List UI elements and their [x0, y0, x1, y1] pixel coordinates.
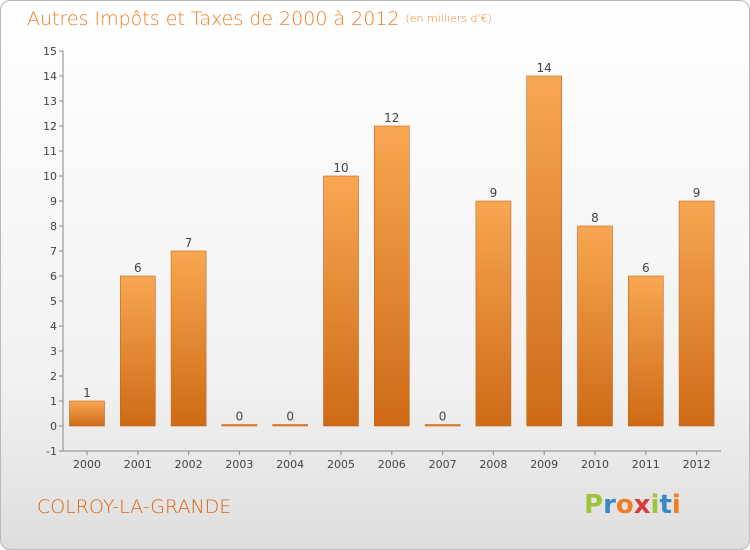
bar — [424, 424, 461, 427]
commune-name: COLROY-LA-GRANDE — [37, 496, 232, 518]
logo-letter: P — [584, 490, 604, 520]
bar — [577, 225, 613, 427]
bar-value-label: 9 — [490, 186, 498, 200]
bar — [323, 175, 359, 427]
logo-letter: o — [615, 490, 634, 520]
bar — [678, 200, 715, 427]
logo-letter: t — [659, 490, 672, 520]
y-tick-label: 12 — [43, 120, 57, 133]
y-tick-label: 10 — [43, 170, 57, 183]
x-tick-label: 2011 — [632, 458, 660, 471]
bar — [526, 75, 563, 427]
bar — [475, 200, 512, 427]
logo-letter: x — [633, 490, 651, 520]
x-tick-label: 2003 — [225, 458, 253, 471]
y-tick-label: 14 — [43, 70, 57, 83]
bar — [272, 424, 309, 427]
bar — [170, 250, 207, 427]
bar-value-label: 14 — [537, 61, 552, 75]
x-tick-label: 2010 — [581, 458, 609, 471]
y-tick-label: 4 — [50, 320, 57, 333]
y-tick-label: 1 — [50, 395, 57, 408]
bar-value-label: 8 — [591, 211, 599, 225]
y-tick-label: 5 — [50, 295, 57, 308]
logo-letter: r — [603, 490, 616, 520]
y-tick-label: -1 — [46, 445, 57, 458]
x-tick-label: 2008 — [479, 458, 507, 471]
y-tick-label: 9 — [50, 195, 57, 208]
proxiti-logo: Proxiti — [584, 490, 681, 520]
chart-title: Autres Impôts et Taxes de 2000 à 2012 (en… — [27, 8, 492, 30]
x-tick-label: 2006 — [378, 458, 406, 471]
bar-value-label: 0 — [236, 410, 244, 424]
y-tick-label: 7 — [50, 245, 57, 258]
x-tick-label: 2004 — [276, 458, 304, 471]
logo-letter: i — [671, 490, 681, 520]
y-tick-label: 13 — [43, 95, 57, 108]
bar — [120, 275, 156, 427]
x-tick-label: 2002 — [175, 458, 203, 471]
bar-value-label: 6 — [134, 261, 142, 275]
y-tick-label: 2 — [50, 370, 57, 383]
bar — [221, 424, 258, 427]
bar-value-label: 9 — [693, 186, 701, 200]
y-tick-label: 3 — [50, 345, 57, 358]
x-tick-label: 2001 — [124, 458, 152, 471]
x-tick-label: 2012 — [683, 458, 711, 471]
bar-value-label: 10 — [333, 161, 348, 175]
y-tick-label: 8 — [50, 220, 57, 233]
bar-value-label: 6 — [642, 261, 650, 275]
chart-bars — [69, 75, 715, 427]
y-tick-label: 6 — [50, 270, 57, 283]
bar-value-label: 7 — [185, 236, 193, 250]
bar-value-label: 0 — [286, 410, 294, 424]
bar-value-label: 12 — [384, 111, 399, 125]
y-tick-label: 0 — [50, 420, 57, 433]
x-tick-label: 2005 — [327, 458, 355, 471]
chart-unit-note: (en milliers d'€) — [405, 12, 492, 25]
x-tick-label: 2009 — [530, 458, 558, 471]
bar-value-label: 0 — [439, 410, 447, 424]
x-tick-label: 2000 — [73, 458, 101, 471]
bar — [627, 275, 664, 427]
y-tick-label: 15 — [43, 45, 57, 58]
x-tick-label: 2007 — [429, 458, 457, 471]
chart-data-labels: 1 6 7 0 0 10 12 0 9 14 8 6 9 — [83, 61, 700, 424]
y-tick-label: 11 — [43, 145, 57, 158]
bar — [373, 125, 410, 427]
logo-letter: i — [650, 490, 660, 520]
chart-title-text: Autres Impôts et Taxes de 2000 à 2012 — [27, 8, 400, 30]
bar-value-label: 1 — [83, 386, 91, 400]
bar — [69, 400, 105, 427]
